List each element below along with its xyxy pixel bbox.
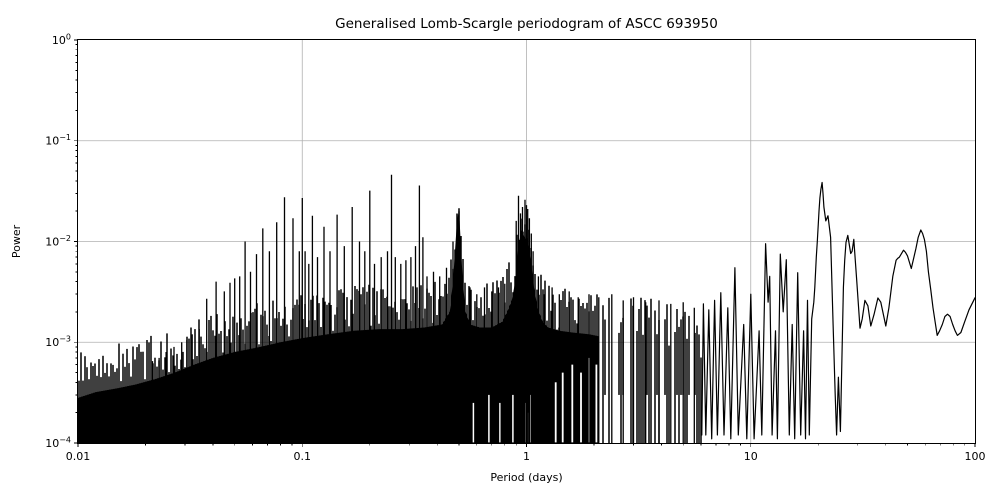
tick-labels: 0.01 0.1 1 10 100 100 10−1 10−2 10−3 10−4 [45,32,985,463]
x-tick-label: 0.1 [294,450,312,463]
x-tick-label: 0.01 [66,450,91,463]
x-axis-label: Period (days) [490,471,562,484]
y-tick-label: 10−1 [45,133,71,148]
axis-titles: Period (days) Power Generalised Lomb-Scarg… [10,16,718,484]
y-tick-label: 10−3 [45,335,71,350]
x-tick-label: 10 [744,450,758,463]
y-tick-label: 10−4 [45,435,71,450]
resolved-curve [701,181,976,440]
x-tick-label: 100 [965,450,986,463]
y-tick-label: 10−2 [45,234,71,249]
y-tick-label: 100 [52,32,71,47]
spectral-peaks [151,174,695,443]
x-tick-label: 1 [523,450,530,463]
chart-title: Generalised Lomb-Scargle periodogram of … [335,16,718,32]
axis-ticks [74,39,976,447]
y-axis-label: Power [10,224,23,258]
